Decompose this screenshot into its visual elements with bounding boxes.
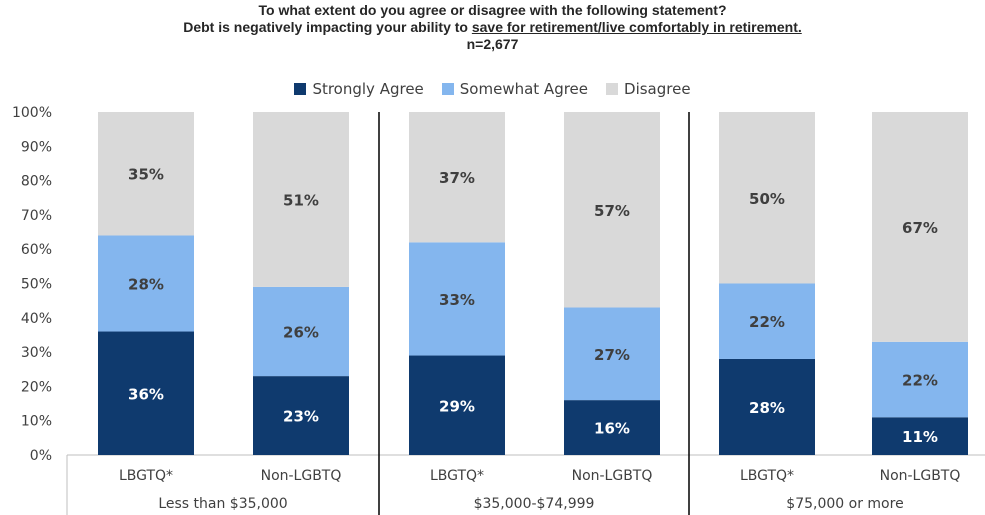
x-group-label: Less than $35,000: [158, 496, 287, 512]
bar-segment-strongly-agree: [409, 355, 505, 455]
data-label: 11%: [902, 428, 938, 446]
bar-segment-somewhat-agree: [409, 242, 505, 356]
x-tick-label: LBGTQ*: [740, 468, 794, 484]
y-tick-label: 0%: [30, 448, 52, 464]
y-tick-label: 40%: [21, 311, 52, 327]
title-line-3: n=2,677: [466, 36, 519, 52]
data-label: 28%: [128, 276, 164, 294]
bar-segment-disagree: [409, 112, 505, 243]
x-group-label: $35,000-$74,999: [474, 496, 595, 512]
bar-segment-disagree: [253, 112, 349, 287]
x-tick-label: Non-LGBTQ: [880, 468, 961, 484]
y-tick-label: 100%: [12, 105, 52, 121]
data-label: 22%: [902, 372, 938, 390]
y-tick-label: 60%: [21, 242, 52, 258]
bar-segment-disagree: [564, 112, 660, 308]
legend-item-strongly-agree: Strongly Agree: [294, 80, 424, 98]
data-label: 23%: [283, 408, 319, 426]
bar-segment-strongly-agree: [872, 417, 968, 455]
x-tick-label: LBGTQ*: [430, 468, 484, 484]
chart-title: To what extent do you agree or disagree …: [0, 2, 985, 53]
y-tick-label: 30%: [21, 345, 52, 361]
data-label: 29%: [439, 397, 475, 415]
bar-segment-disagree: [872, 112, 968, 342]
legend-swatch-somewhat-agree: [441, 83, 454, 95]
data-label: 35%: [128, 166, 164, 184]
bar-segment-somewhat-agree: [564, 307, 660, 401]
data-label: 37%: [439, 169, 475, 187]
data-label: 16%: [594, 420, 630, 438]
legend-label-disagree: Disagree: [624, 80, 691, 98]
legend-item-disagree: Disagree: [606, 80, 691, 98]
title-line-2: Debt is negatively impacting your abilit…: [0, 19, 985, 36]
x-tick-label: Non-LGBTQ: [572, 468, 653, 484]
bar-segment-strongly-agree: [98, 331, 194, 455]
data-label: 50%: [749, 190, 785, 208]
y-tick-label: 80%: [21, 174, 52, 190]
data-label: 57%: [594, 202, 630, 220]
legend-swatch-strongly-agree: [294, 83, 307, 95]
data-label: 67%: [902, 219, 938, 237]
y-tick-label: 70%: [21, 208, 52, 224]
data-label: 22%: [749, 313, 785, 331]
y-tick-label: 10%: [21, 414, 52, 430]
y-tick-label: 90%: [21, 139, 52, 155]
data-label: 27%: [594, 346, 630, 364]
chart-legend: Strongly Agree Somewhat Agree Disagree: [0, 80, 985, 98]
legend-item-somewhat-agree: Somewhat Agree: [441, 80, 589, 98]
x-tick-label: Non-LGBTQ: [261, 468, 342, 484]
bar-segment-disagree: [98, 112, 194, 236]
bar-segment-somewhat-agree: [719, 283, 815, 359]
bar-segment-strongly-agree: [564, 400, 660, 455]
legend-swatch-disagree: [606, 83, 619, 95]
y-tick-label: 20%: [21, 379, 52, 395]
data-label: 28%: [749, 399, 785, 417]
bar-segment-somewhat-agree: [253, 286, 349, 377]
data-label: 36%: [128, 385, 164, 403]
legend-label-somewhat-agree: Somewhat Agree: [459, 80, 589, 98]
title-line-2-underlined: save for retirement/live comfortably in …: [471, 19, 802, 35]
bar-segment-strongly-agree: [253, 376, 349, 455]
data-label: 51%: [283, 191, 319, 209]
legend-label-strongly-agree: Strongly Agree: [312, 80, 424, 98]
x-group-label: $75,000 or more: [786, 496, 903, 512]
data-label: 33%: [439, 291, 475, 309]
title-line-2-prefix: Debt is negatively impacting your abilit…: [183, 19, 472, 35]
data-label: 26%: [283, 324, 319, 342]
y-tick-label: 50%: [21, 277, 52, 293]
bar-segment-disagree: [719, 112, 815, 284]
x-tick-label: LBGTQ*: [119, 468, 173, 484]
title-line-1: To what extent do you agree or disagree …: [258, 2, 727, 18]
bar-segment-somewhat-agree: [98, 235, 194, 332]
bar-segment-somewhat-agree: [872, 341, 968, 418]
bar-segment-strongly-agree: [719, 358, 815, 455]
